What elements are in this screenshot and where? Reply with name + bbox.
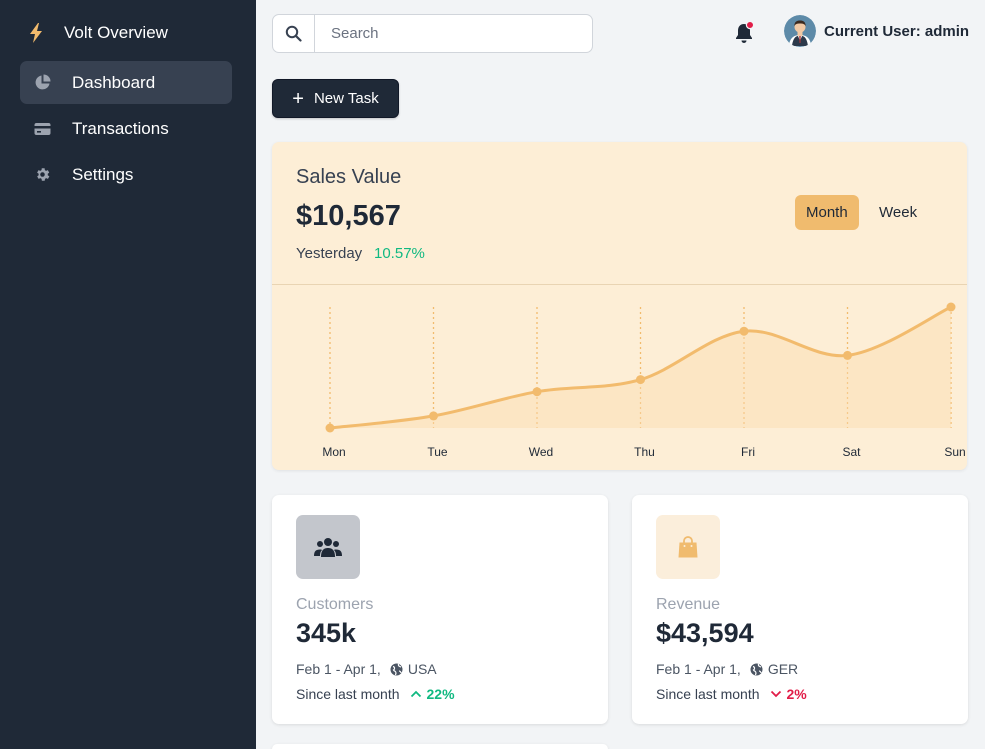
sidebar-item-label: Transactions	[72, 118, 169, 138]
stat-delta-value: 22%	[426, 686, 455, 702]
sales-area	[330, 307, 951, 428]
data-point-wed[interactable]	[532, 387, 542, 397]
sidebar-item-label: Settings	[72, 164, 134, 184]
user-menu[interactable]: Current User: admin	[784, 15, 969, 47]
toggle-week-button[interactable]: Week	[879, 204, 918, 221]
toggle-month-button[interactable]: Month	[795, 195, 859, 230]
x-tick-label: Fri	[741, 445, 755, 459]
sales-change: 10.57%	[374, 245, 425, 262]
bell-icon	[736, 20, 755, 43]
search-icon[interactable]	[273, 15, 315, 52]
x-tick-label: Sat	[842, 445, 861, 459]
globe-icon	[750, 663, 763, 675]
stat-label: Revenue	[656, 596, 721, 613]
stat-range-text: Feb 1 - Apr 1,	[296, 661, 381, 677]
users-icon	[296, 515, 360, 579]
chevron-up-icon	[410, 690, 421, 698]
stat-range: Feb 1 - Apr 1, USA	[296, 661, 437, 677]
new-task-button[interactable]: + New Task	[272, 79, 399, 118]
next-card	[272, 744, 608, 749]
plus-icon: +	[292, 87, 304, 110]
data-point-sun[interactable]	[946, 302, 956, 312]
notifications-button[interactable]	[733, 20, 755, 46]
stat-since: Since last month 2%	[656, 686, 807, 702]
sidebar-item-settings[interactable]: Settings	[20, 153, 232, 196]
sales-title: Sales Value	[296, 166, 402, 188]
stat-value: 345k	[296, 618, 357, 648]
search-input[interactable]	[315, 15, 592, 52]
sales-period-label: Yesterday	[296, 245, 363, 262]
stat-label: Customers	[296, 596, 374, 613]
brand-label: Volt Overview	[64, 23, 168, 42]
sales-chart: Mon Tue Wed Thu Fri Sat Sun	[322, 302, 966, 459]
x-tick-label: Wed	[529, 445, 553, 459]
sales-value-card: Sales Value $10,567 Yesterday 10.57% Mon…	[272, 142, 967, 470]
divider	[272, 284, 967, 285]
globe-icon	[390, 663, 403, 675]
sidebar-item-transactions[interactable]: Transactions	[20, 107, 232, 150]
lightning-icon	[30, 23, 42, 43]
sidebar: Volt Overview Dashboard Transactions	[0, 0, 256, 749]
avatar	[784, 15, 816, 47]
stat-delta-value: 2%	[786, 686, 807, 702]
data-point-tue[interactable]	[429, 411, 438, 421]
revenue-card: Revenue $43,594 Feb 1 - Apr 1, GER Since…	[632, 495, 968, 724]
user-name: Current User: admin	[824, 22, 970, 40]
x-tick-label: Sun	[944, 445, 965, 459]
chart-pie-icon	[33, 74, 51, 92]
credit-card-icon	[33, 120, 51, 138]
chevron-down-icon	[770, 690, 781, 698]
customers-card: Customers 345k Feb 1 - Apr 1, USA Since …	[272, 495, 608, 724]
data-point-sat[interactable]	[843, 350, 852, 360]
sidebar-item-dashboard[interactable]: Dashboard	[20, 61, 232, 104]
stat-delta: 22%	[410, 686, 455, 702]
x-tick-label: Thu	[634, 445, 655, 459]
stat-since: Since last month 22%	[296, 686, 455, 702]
stat-region: USA	[407, 661, 437, 677]
stat-value: $43,594	[656, 618, 754, 648]
x-tick-label: Mon	[322, 445, 345, 459]
stat-range: Feb 1 - Apr 1, GER	[656, 661, 798, 677]
stat-since-label: Since last month	[296, 686, 400, 702]
stat-since-label: Since last month	[656, 686, 760, 702]
sidebar-item-label: Dashboard	[72, 72, 156, 92]
x-tick-label: Tue	[427, 445, 448, 459]
new-task-label: New Task	[313, 90, 379, 107]
stat-region: GER	[767, 661, 799, 677]
stat-delta: 2%	[770, 686, 807, 702]
data-point-fri[interactable]	[739, 326, 749, 336]
search-bar	[272, 14, 593, 53]
notification-dot	[745, 20, 755, 30]
shopping-bag-icon	[656, 515, 720, 579]
stat-range-text: Feb 1 - Apr 1,	[656, 661, 741, 677]
sales-value: $10,567	[296, 200, 401, 232]
data-point-mon[interactable]	[325, 423, 335, 433]
brand[interactable]: Volt Overview	[28, 22, 168, 44]
gear-icon	[33, 166, 51, 184]
data-point-thu[interactable]	[636, 375, 645, 385]
